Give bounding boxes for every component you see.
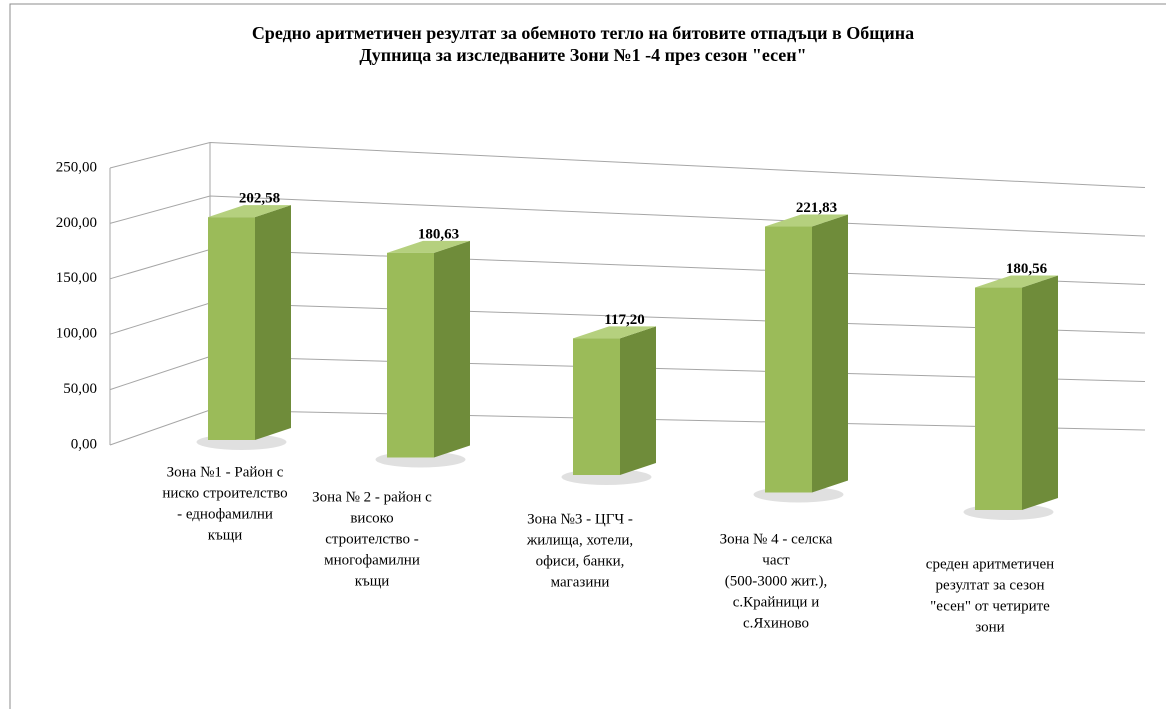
x-tick-label: ниско строителство <box>162 485 287 501</box>
x-tick-label: част <box>762 552 790 568</box>
x-tick-label: офиси, банки, <box>536 553 625 569</box>
bar-top <box>208 205 291 218</box>
x-tick-label: "есен" от четирите <box>930 598 1050 614</box>
x-tick-label: къщи <box>355 573 390 589</box>
bar-top <box>573 326 656 339</box>
x-tick-label: (500-3000 жит.), <box>725 573 828 589</box>
bar-top <box>387 240 470 253</box>
x-tick-label: зони <box>975 619 1004 635</box>
bar <box>765 226 812 493</box>
x-tick-label: Зона №1 - Район с <box>167 464 284 480</box>
bar-side <box>812 214 848 493</box>
x-tick-label: среден аритметичен <box>926 556 1054 572</box>
x-tick-label: Зона № 4 - селска <box>720 531 833 547</box>
value-label: 202,58 <box>239 191 280 207</box>
bar-side <box>620 326 656 475</box>
value-label: 180,56 <box>1006 261 1048 277</box>
chart-title: Дупница за изследваните Зони №1 -4 през … <box>359 45 806 65</box>
x-tick-label: - еднофамилни <box>177 506 273 522</box>
chart-frame <box>9 3 1166 709</box>
x-tick-label: къщи <box>208 527 243 543</box>
bar-side <box>255 205 291 440</box>
x-tick-label: строителство - <box>325 531 419 547</box>
bar-top <box>765 214 848 227</box>
x-tick-label: жилища, хотели, <box>526 532 633 548</box>
bar-side <box>434 240 470 458</box>
x-tick-label: многофамилни <box>324 552 420 568</box>
y-tick-label: 50,00 <box>63 381 97 397</box>
bar <box>208 217 255 440</box>
y-tick-label: 100,00 <box>56 326 97 342</box>
grid-line <box>109 141 1146 188</box>
value-label: 221,83 <box>796 200 837 216</box>
bar-top <box>975 275 1058 288</box>
bar <box>975 287 1022 510</box>
x-tick-label: с.Крайници и <box>733 594 819 610</box>
x-tick-label: резултат за сезон <box>936 577 1045 593</box>
y-tick-label: 0,00 <box>71 436 97 452</box>
value-label: 180,63 <box>418 226 459 242</box>
chart-title: Средно аритметичен резултат за обемното … <box>252 23 914 43</box>
bar <box>573 338 620 475</box>
y-tick-label: 250,00 <box>56 159 97 175</box>
x-tick-label: магазини <box>551 574 610 590</box>
x-tick-label: Зона №3 - ЦГЧ - <box>527 511 633 527</box>
x-tick-label: с.Яхиново <box>743 615 809 631</box>
x-tick-label: Зона № 2 - район с <box>312 489 432 505</box>
y-tick-label: 200,00 <box>56 215 97 231</box>
bar-side <box>1022 275 1058 510</box>
x-tick-label: високо <box>350 510 393 526</box>
y-tick-label: 150,00 <box>56 270 97 286</box>
bar <box>387 252 434 458</box>
value-label: 117,20 <box>604 312 644 328</box>
